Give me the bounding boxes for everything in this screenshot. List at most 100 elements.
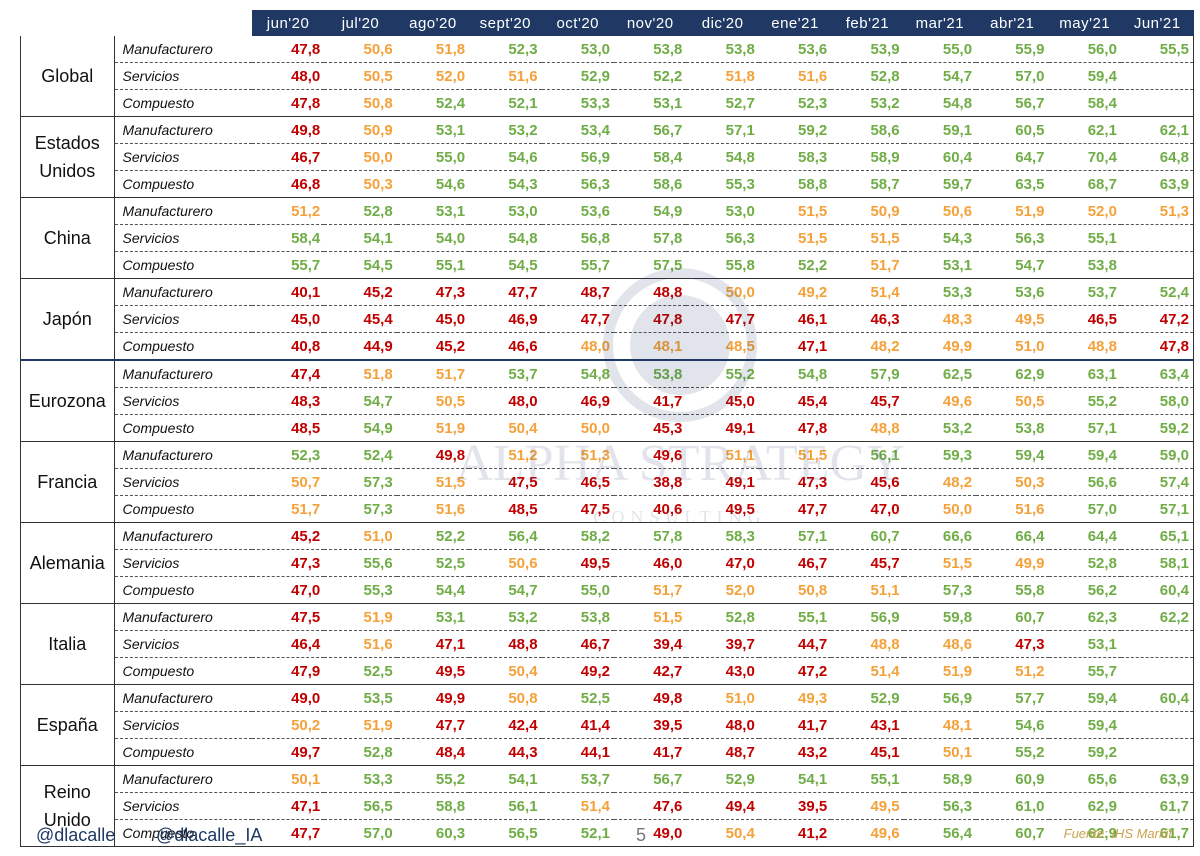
pmi-value-cell: 60,4 — [903, 143, 977, 171]
pmi-value-cell: 48,1 — [903, 711, 977, 739]
pmi-value-cell: 52,3 — [251, 441, 325, 469]
table-row: Alemania Manufacturero 45,2 51,0 52,2 56,4 58,… — [20, 522, 1194, 604]
pmi-value-cell: 47,3 — [758, 468, 832, 496]
pmi-value-cell: 49,9 — [903, 332, 977, 361]
pmi-value-cell: 46,4 — [251, 630, 325, 658]
pmi-value-cell: 46,7 — [758, 549, 832, 577]
pmi-value-cell: 59,2 — [758, 116, 832, 144]
sector-label: Compuesto — [114, 332, 252, 361]
pmi-value-cell: 46,6 — [469, 332, 542, 361]
pmi-value-cell: 53,2 — [903, 414, 977, 442]
pmi-value-cell: 39,4 — [613, 630, 687, 658]
table-row: Servicios 48,0 50,5 52,0 51,6 52,9 52,2 51,8 51,… — [21, 62, 1194, 90]
pmi-value-cell: 51,6 — [324, 630, 397, 658]
table-row: España Manufacturero 49,0 53,5 49,9 50,8 52,5 4… — [20, 684, 1194, 766]
pmi-value-cell: 47,5 — [541, 495, 614, 523]
sector-label: Manufacturero — [114, 197, 252, 225]
pmi-value-cell — [1120, 224, 1194, 252]
table-row: Compuesto 55,7 54,5 55,1 54,5 55,7 57,5 55,8 52,… — [21, 251, 1194, 279]
pmi-value-cell: 59,4 — [1048, 441, 1121, 469]
pmi-value-cell: 49,6 — [831, 819, 904, 847]
month-header: may'21 — [1048, 10, 1121, 36]
pmi-value-cell: 51,3 — [1120, 197, 1194, 225]
pmi-value-cell: 58,3 — [686, 522, 759, 550]
table-row: Compuesto 47,0 55,3 54,4 54,7 55,0 51,7 52,0 50,… — [21, 576, 1194, 604]
pmi-value-cell: 55,0 — [396, 143, 470, 171]
pmi-value-cell: 48,5 — [686, 332, 759, 361]
pmi-value-cell: 46,5 — [1048, 305, 1121, 333]
pmi-value-cell: 52,2 — [613, 62, 687, 90]
pmi-value-cell: 52,4 — [324, 441, 397, 469]
sector-label: Compuesto — [114, 738, 252, 766]
pmi-value-cell: 54,1 — [324, 224, 397, 252]
pmi-value-cell: 62,2 — [1120, 603, 1194, 631]
pmi-value-cell: 54,8 — [541, 360, 614, 388]
table-row: Italia Manufacturero 47,5 51,9 53,1 53,2 53,8 5… — [20, 603, 1194, 685]
sector-label: Compuesto — [114, 414, 252, 442]
pmi-value-cell: 45,0 — [251, 305, 325, 333]
pmi-value-cell: 57,3 — [324, 495, 397, 523]
pmi-value-cell: 40,8 — [251, 332, 325, 361]
pmi-value-cell: 53,8 — [613, 360, 687, 388]
pmi-value-cell: 54,1 — [469, 765, 542, 793]
table-row: Compuesto 48,5 54,9 51,9 50,4 50,0 45,3 49,1 47,… — [21, 414, 1194, 442]
pmi-value-cell: 54,5 — [324, 251, 397, 279]
pmi-value-cell: 50,5 — [324, 62, 397, 90]
pmi-value-cell — [1120, 711, 1194, 739]
pmi-value-cell: 56,9 — [903, 684, 977, 712]
pmi-value-cell: 53,1 — [1048, 630, 1121, 658]
pmi-value-cell: 44,3 — [469, 738, 542, 766]
pmi-value-cell: 52,5 — [396, 549, 470, 577]
pmi-value-cell: 60,7 — [976, 603, 1049, 631]
sector-label: Servicios — [114, 711, 252, 739]
pmi-value-cell: 48,8 — [613, 278, 687, 306]
pmi-value-cell: 52,1 — [469, 89, 542, 117]
country-label: España — [20, 684, 115, 766]
pmi-value-cell: 52,4 — [396, 89, 470, 117]
pmi-value-cell: 50,0 — [541, 414, 614, 442]
pmi-value-cell: 54,0 — [396, 224, 470, 252]
pmi-value-cell: 46,3 — [831, 305, 904, 333]
country-label: China — [20, 197, 115, 279]
pmi-value-cell: 53,6 — [976, 278, 1049, 306]
header-blank-cell — [20, 10, 115, 36]
header-row: jun'20 jul'20 ago'20 sept'20 oct'20 nov'20 dic… — [20, 10, 1194, 36]
month-header: ago'20 — [396, 10, 470, 36]
pmi-value-cell: 51,0 — [324, 522, 397, 550]
pmi-value-cell: 53,2 — [831, 89, 904, 117]
pmi-value-cell: 49,0 — [613, 819, 687, 847]
pmi-value-cell: 47,7 — [251, 819, 325, 847]
pmi-value-cell: 53,8 — [1048, 251, 1121, 279]
country-label: Global — [20, 36, 115, 117]
pmi-value-cell: 51,8 — [686, 62, 759, 90]
pmi-value-cell: 50,1 — [251, 765, 325, 793]
pmi-value-cell: 58,7 — [831, 170, 904, 198]
sector-label: Servicios — [114, 468, 252, 496]
table-row: Servicios 47,3 55,6 52,5 50,6 49,5 46,0 47,0 46,… — [21, 549, 1194, 577]
month-header: dic'20 — [686, 10, 759, 36]
table-row: China Manufacturero 51,2 52,8 53,1 53,0 53,6 54… — [20, 197, 1194, 279]
pmi-value-cell: 51,9 — [324, 711, 397, 739]
pmi-value-cell: 45,2 — [396, 332, 470, 361]
pmi-value-cell: 48,8 — [1048, 332, 1121, 361]
pmi-value-cell: 50,5 — [396, 387, 470, 415]
pmi-value-cell: 59,8 — [903, 603, 977, 631]
pmi-value-cell: 51,9 — [976, 197, 1049, 225]
pmi-value-cell: 57,8 — [613, 522, 687, 550]
pmi-value-cell: 41,7 — [613, 387, 687, 415]
pmi-value-cell: 61,7 — [1120, 792, 1194, 820]
pmi-value-cell: 48,4 — [396, 738, 470, 766]
pmi-value-cell: 55,1 — [1048, 224, 1121, 252]
month-header: Jun'21 — [1120, 10, 1194, 36]
table-row: Reino Unido Manufacturero 50,1 53,3 55,2 54,1… — [20, 765, 1194, 847]
pmi-value-cell: 57,4 — [1120, 468, 1194, 496]
pmi-value-cell: 55,8 — [686, 251, 759, 279]
pmi-value-cell: 47,8 — [758, 414, 832, 442]
pmi-value-cell: 53,1 — [613, 89, 687, 117]
twitter-handle-1: @dlacalle — [36, 825, 116, 845]
pmi-value-cell: 51,9 — [903, 657, 977, 685]
pmi-value-cell: 51,2 — [469, 441, 542, 469]
pmi-value-cell: 47,2 — [758, 657, 832, 685]
pmi-value-cell: 54,8 — [903, 89, 977, 117]
sector-label: Servicios — [114, 792, 252, 820]
